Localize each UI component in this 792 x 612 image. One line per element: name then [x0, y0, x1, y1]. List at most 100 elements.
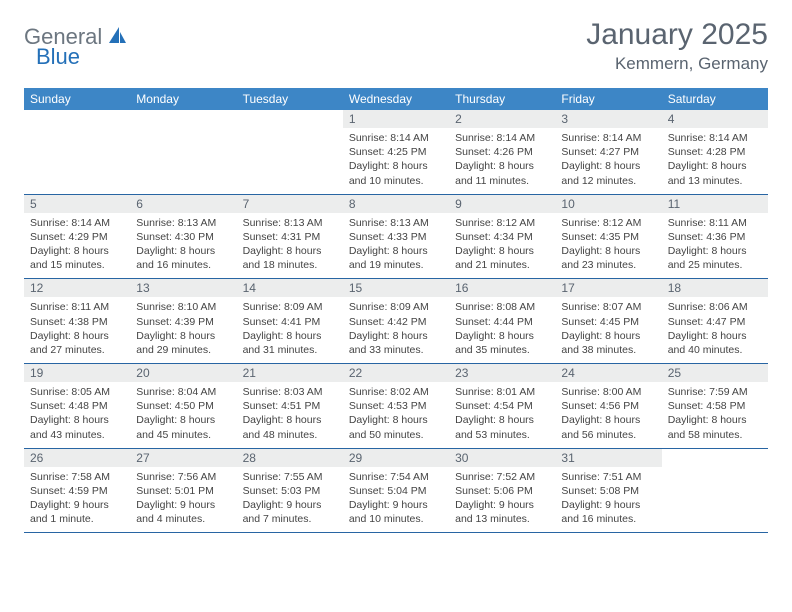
day-content-cell: Sunrise: 8:12 AMSunset: 4:34 PMDaylight:…: [449, 213, 555, 279]
day-content-cell: Sunrise: 8:12 AMSunset: 4:35 PMDaylight:…: [555, 213, 661, 279]
sunset-text: Sunset: 4:34 PM: [455, 230, 549, 244]
day-number-cell: 3: [555, 110, 661, 128]
day-content-cell: Sunrise: 8:08 AMSunset: 4:44 PMDaylight:…: [449, 297, 555, 363]
day-number-cell: 18: [662, 279, 768, 298]
sunrise-text: Sunrise: 8:09 AM: [243, 300, 337, 314]
sunrise-text: Sunrise: 8:13 AM: [349, 216, 443, 230]
day-content-cell: Sunrise: 8:11 AMSunset: 4:38 PMDaylight:…: [24, 297, 130, 363]
daylight-text: Daylight: 8 hours and 16 minutes.: [136, 244, 230, 272]
sunset-text: Sunset: 5:06 PM: [455, 484, 549, 498]
sunrise-text: Sunrise: 8:14 AM: [349, 131, 443, 145]
sunrise-text: Sunrise: 8:00 AM: [561, 385, 655, 399]
sunrise-text: Sunrise: 7:58 AM: [30, 470, 124, 484]
daylight-text: Daylight: 8 hours and 40 minutes.: [668, 329, 762, 357]
weekday-header: Wednesday: [343, 88, 449, 110]
daylight-text: Daylight: 8 hours and 33 minutes.: [349, 329, 443, 357]
day-content-row: Sunrise: 8:05 AMSunset: 4:48 PMDaylight:…: [24, 382, 768, 448]
day-number-cell: 14: [237, 279, 343, 298]
day-number-cell: 12: [24, 279, 130, 298]
daylight-text: Daylight: 8 hours and 48 minutes.: [243, 413, 337, 441]
sunset-text: Sunset: 4:58 PM: [668, 399, 762, 413]
sunrise-text: Sunrise: 8:04 AM: [136, 385, 230, 399]
weekday-header: Tuesday: [237, 88, 343, 110]
day-content-cell: [237, 128, 343, 194]
day-content-cell: Sunrise: 7:51 AMSunset: 5:08 PMDaylight:…: [555, 467, 661, 533]
day-content-cell: Sunrise: 8:04 AMSunset: 4:50 PMDaylight:…: [130, 382, 236, 448]
sunset-text: Sunset: 4:51 PM: [243, 399, 337, 413]
sunset-text: Sunset: 4:47 PM: [668, 315, 762, 329]
day-number-cell: 17: [555, 279, 661, 298]
sunrise-text: Sunrise: 8:09 AM: [349, 300, 443, 314]
sunset-text: Sunset: 4:35 PM: [561, 230, 655, 244]
day-content-cell: Sunrise: 8:14 AMSunset: 4:29 PMDaylight:…: [24, 213, 130, 279]
weekday-header: Sunday: [24, 88, 130, 110]
day-content-row: Sunrise: 8:14 AMSunset: 4:29 PMDaylight:…: [24, 213, 768, 279]
day-number-cell: 11: [662, 194, 768, 213]
daylight-text: Daylight: 8 hours and 56 minutes.: [561, 413, 655, 441]
day-content-row: Sunrise: 8:11 AMSunset: 4:38 PMDaylight:…: [24, 297, 768, 363]
day-number-cell: 8: [343, 194, 449, 213]
day-number-cell: 1: [343, 110, 449, 128]
sunrise-text: Sunrise: 8:12 AM: [455, 216, 549, 230]
day-number-cell: 16: [449, 279, 555, 298]
day-content-cell: [24, 128, 130, 194]
daylight-text: Daylight: 8 hours and 15 minutes.: [30, 244, 124, 272]
day-content-cell: Sunrise: 8:13 AMSunset: 4:31 PMDaylight:…: [237, 213, 343, 279]
sunset-text: Sunset: 4:42 PM: [349, 315, 443, 329]
daylight-text: Daylight: 9 hours and 13 minutes.: [455, 498, 549, 526]
daylight-text: Daylight: 8 hours and 27 minutes.: [30, 329, 124, 357]
daylight-text: Daylight: 8 hours and 53 minutes.: [455, 413, 549, 441]
sunrise-text: Sunrise: 8:02 AM: [349, 385, 443, 399]
day-content-cell: Sunrise: 8:09 AMSunset: 4:42 PMDaylight:…: [343, 297, 449, 363]
day-content-cell: Sunrise: 8:10 AMSunset: 4:39 PMDaylight:…: [130, 297, 236, 363]
day-content-row: Sunrise: 8:14 AMSunset: 4:25 PMDaylight:…: [24, 128, 768, 194]
daylight-text: Daylight: 9 hours and 1 minute.: [30, 498, 124, 526]
daynum-row: 1234: [24, 110, 768, 128]
sunset-text: Sunset: 4:26 PM: [455, 145, 549, 159]
sunset-text: Sunset: 4:25 PM: [349, 145, 443, 159]
logo-sail-icon: [106, 25, 128, 50]
day-number-cell: 25: [662, 364, 768, 383]
day-content-cell: Sunrise: 7:58 AMSunset: 4:59 PMDaylight:…: [24, 467, 130, 533]
daylight-text: Daylight: 8 hours and 19 minutes.: [349, 244, 443, 272]
day-content-cell: Sunrise: 7:52 AMSunset: 5:06 PMDaylight:…: [449, 467, 555, 533]
day-content-cell: Sunrise: 8:11 AMSunset: 4:36 PMDaylight:…: [662, 213, 768, 279]
day-content-cell: Sunrise: 8:07 AMSunset: 4:45 PMDaylight:…: [555, 297, 661, 363]
day-number-cell: [130, 110, 236, 128]
month-title: January 2025: [586, 18, 768, 52]
sunset-text: Sunset: 5:01 PM: [136, 484, 230, 498]
day-content-cell: Sunrise: 8:00 AMSunset: 4:56 PMDaylight:…: [555, 382, 661, 448]
sunrise-text: Sunrise: 8:13 AM: [243, 216, 337, 230]
sunrise-text: Sunrise: 8:14 AM: [30, 216, 124, 230]
sunset-text: Sunset: 4:54 PM: [455, 399, 549, 413]
day-content-cell: Sunrise: 8:14 AMSunset: 4:26 PMDaylight:…: [449, 128, 555, 194]
day-number-cell: 5: [24, 194, 130, 213]
daylight-text: Daylight: 8 hours and 13 minutes.: [668, 159, 762, 187]
day-content-cell: Sunrise: 8:01 AMSunset: 4:54 PMDaylight:…: [449, 382, 555, 448]
sunset-text: Sunset: 4:27 PM: [561, 145, 655, 159]
sunrise-text: Sunrise: 8:06 AM: [668, 300, 762, 314]
day-content-cell: Sunrise: 8:02 AMSunset: 4:53 PMDaylight:…: [343, 382, 449, 448]
sunset-text: Sunset: 4:28 PM: [668, 145, 762, 159]
day-number-cell: 21: [237, 364, 343, 383]
day-content-cell: Sunrise: 7:54 AMSunset: 5:04 PMDaylight:…: [343, 467, 449, 533]
day-content-cell: Sunrise: 8:14 AMSunset: 4:28 PMDaylight:…: [662, 128, 768, 194]
sunrise-text: Sunrise: 8:14 AM: [455, 131, 549, 145]
day-number-cell: [237, 110, 343, 128]
daylight-text: Daylight: 9 hours and 16 minutes.: [561, 498, 655, 526]
sunset-text: Sunset: 4:45 PM: [561, 315, 655, 329]
day-content-cell: Sunrise: 8:03 AMSunset: 4:51 PMDaylight:…: [237, 382, 343, 448]
day-content-cell: Sunrise: 8:14 AMSunset: 4:25 PMDaylight:…: [343, 128, 449, 194]
weekday-header: Thursday: [449, 88, 555, 110]
sunrise-text: Sunrise: 7:51 AM: [561, 470, 655, 484]
daynum-row: 567891011: [24, 194, 768, 213]
sunset-text: Sunset: 4:59 PM: [30, 484, 124, 498]
sunrise-text: Sunrise: 8:13 AM: [136, 216, 230, 230]
sunset-text: Sunset: 4:29 PM: [30, 230, 124, 244]
day-number-cell: 10: [555, 194, 661, 213]
sunrise-text: Sunrise: 7:55 AM: [243, 470, 337, 484]
daylight-text: Daylight: 8 hours and 25 minutes.: [668, 244, 762, 272]
sunset-text: Sunset: 4:53 PM: [349, 399, 443, 413]
sunrise-text: Sunrise: 8:14 AM: [668, 131, 762, 145]
weekday-header: Saturday: [662, 88, 768, 110]
